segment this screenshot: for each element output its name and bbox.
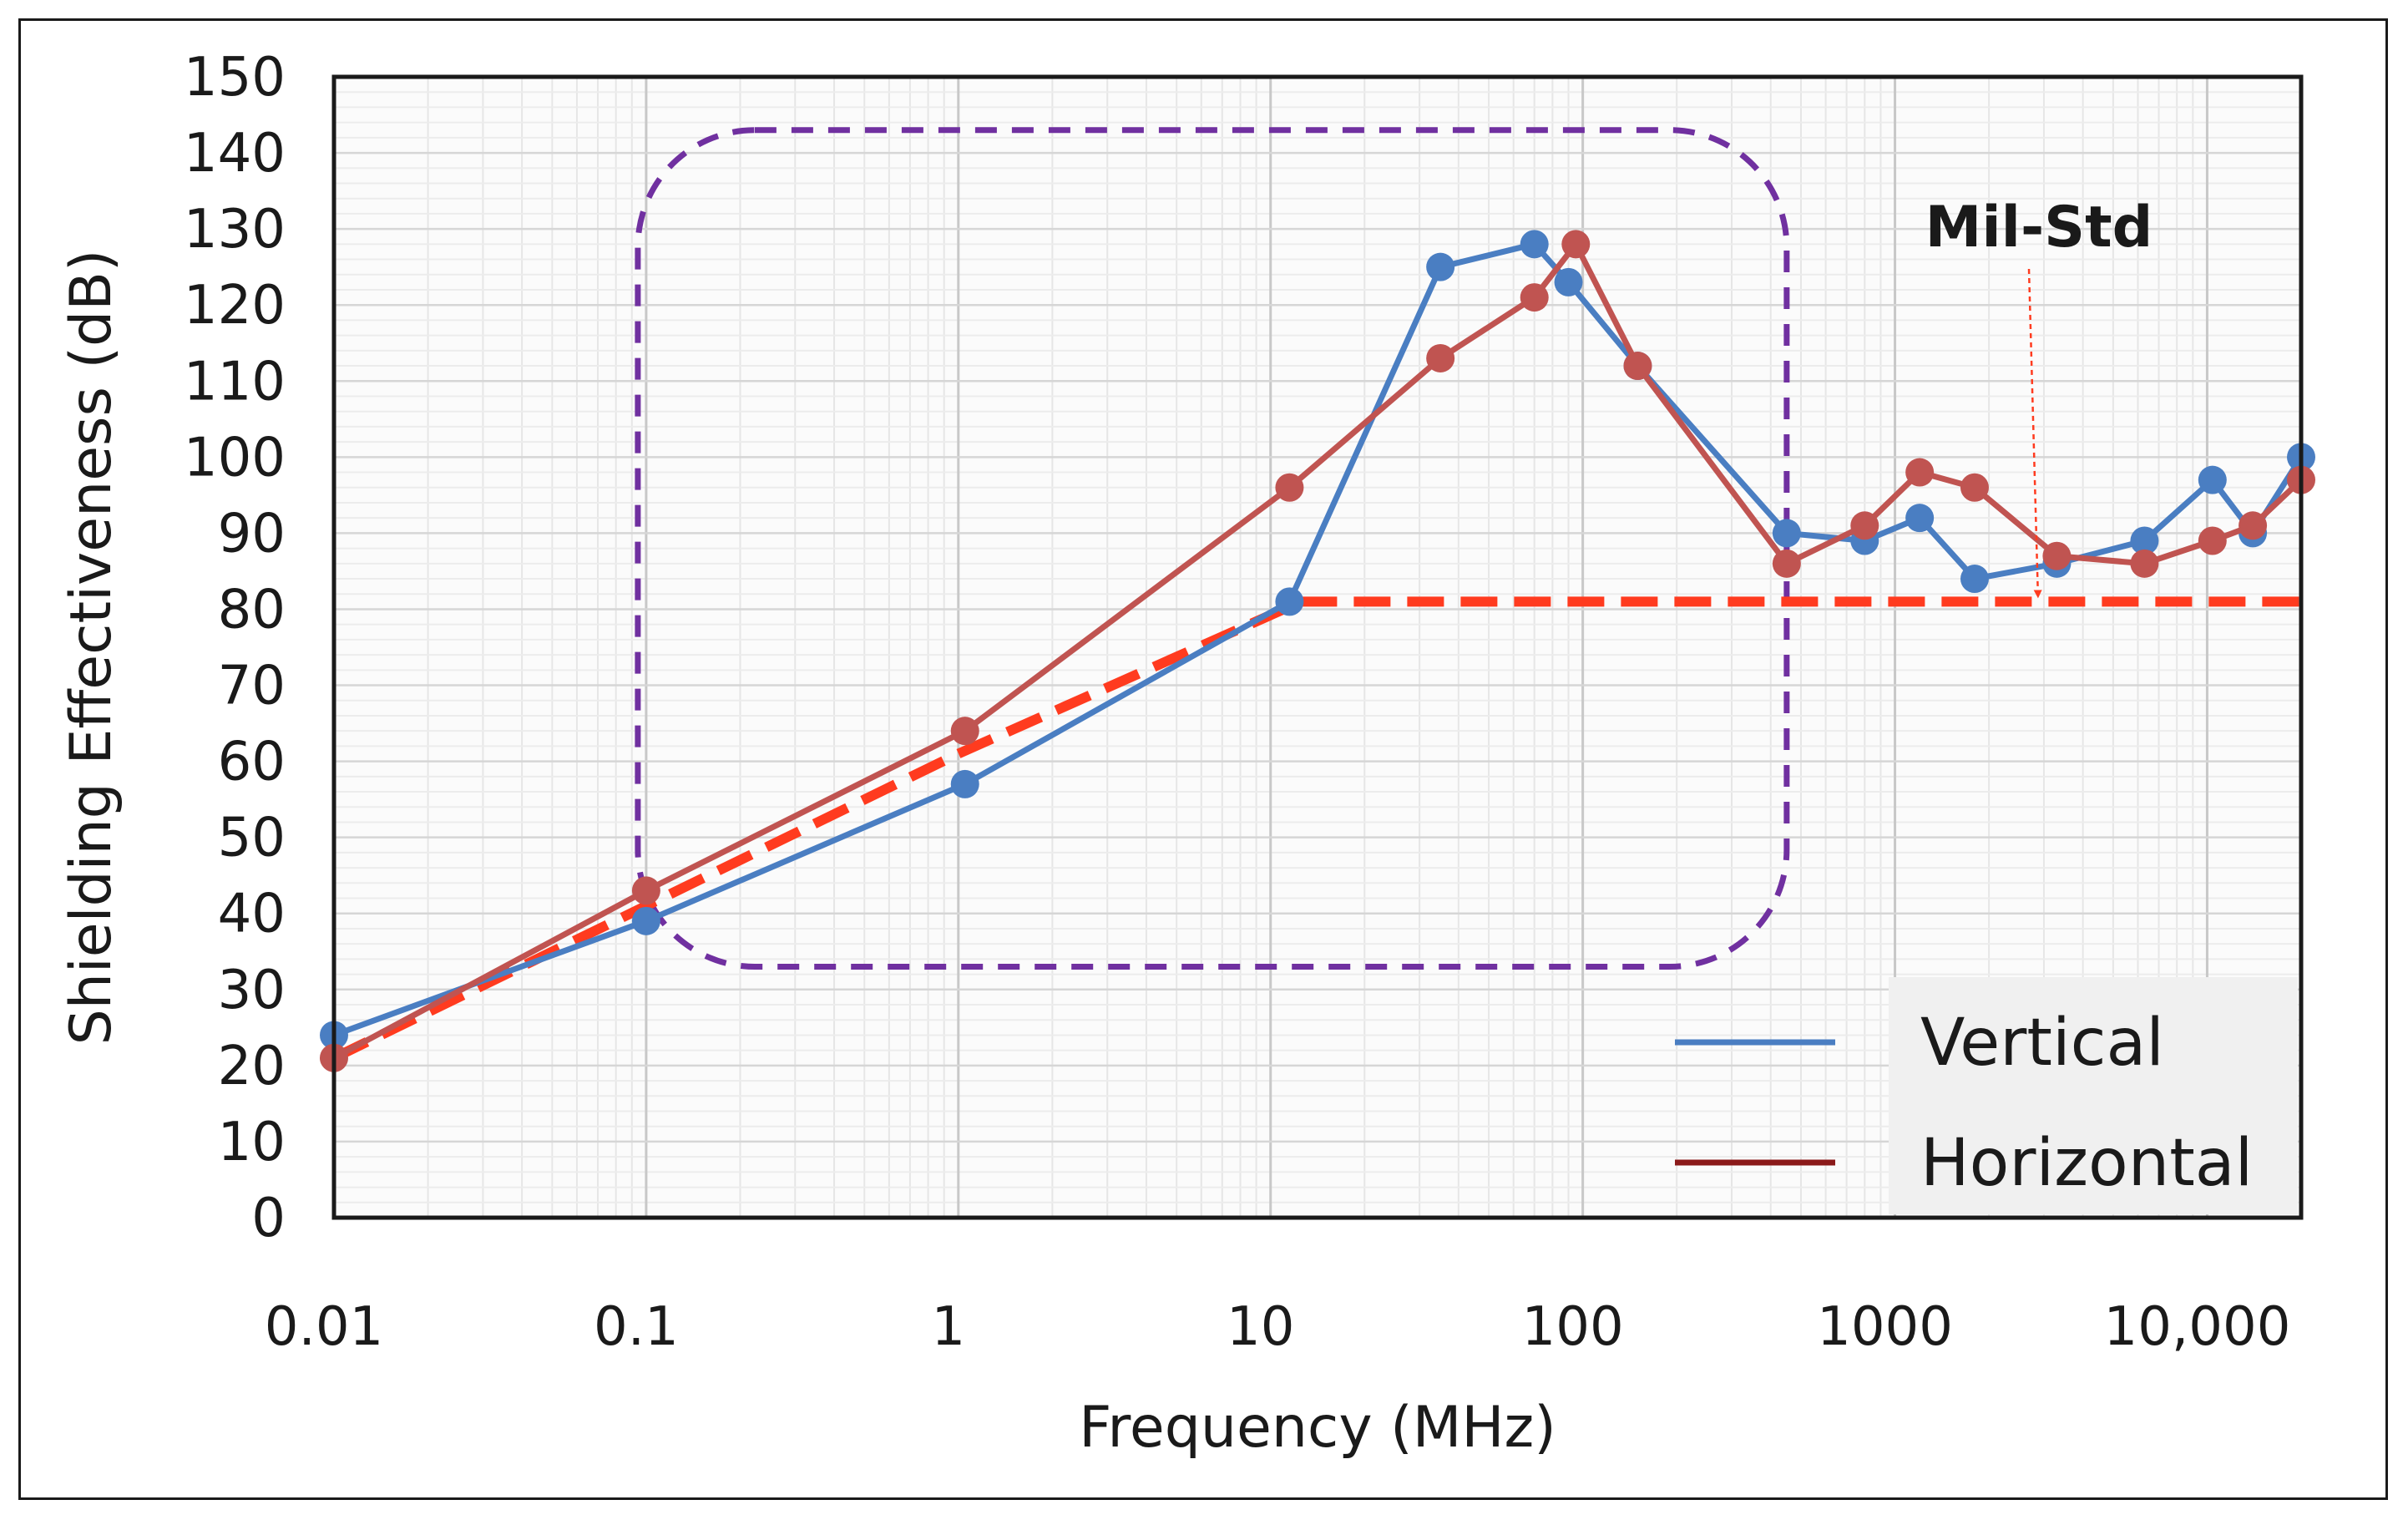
data-point-horizontal — [1960, 473, 1989, 502]
y-tick-label: 0 — [251, 1188, 286, 1249]
annotation-mil-std: Mil-Std — [1925, 195, 2153, 261]
data-point-horizontal — [1623, 352, 1652, 381]
highlight-dashed-box — [635, 127, 1790, 970]
axes — [331, 74, 2304, 1220]
data-point-horizontal — [1905, 458, 1935, 487]
x-tick-label: 100 — [1522, 1296, 1624, 1358]
y-axis-title: Shielding Effectiveness (dB) — [58, 250, 124, 1046]
y-tick-label: 130 — [184, 199, 286, 261]
y-tick-label: 20 — [218, 1036, 286, 1097]
legend-label-vertical: Vertical — [1920, 1006, 2164, 1081]
x-tick-label: 1000 — [1817, 1296, 1953, 1358]
data-point-vertical — [1772, 519, 1801, 548]
data-point-vertical — [2198, 465, 2227, 494]
data-point-vertical — [1426, 252, 1455, 281]
data-point-horizontal — [1520, 283, 1549, 312]
highlight-region — [635, 127, 1790, 970]
data-point-vertical — [2130, 526, 2159, 555]
data-point-horizontal — [2042, 541, 2072, 570]
y-tick-label: 60 — [218, 732, 286, 793]
data-point-vertical — [1554, 267, 1583, 296]
data-point-vertical — [1905, 504, 1935, 533]
x-tick-label: 10 — [1227, 1296, 1294, 1358]
data-point-horizontal — [1561, 230, 1591, 259]
y-tick-label: 110 — [184, 351, 286, 413]
annotation-layer: Mil-Std — [1925, 195, 2153, 599]
data-point-horizontal — [2198, 526, 2227, 555]
y-tick-label: 50 — [218, 808, 286, 869]
data-point-horizontal — [2239, 511, 2268, 540]
legend: Vertical Horizontal — [1675, 977, 2298, 1214]
x-tick-label: 10,000 — [2103, 1296, 2290, 1358]
x-axis-title: Frequency (MHz) — [1079, 1395, 1556, 1461]
data-point-horizontal — [1275, 473, 1304, 502]
data-point-vertical — [950, 769, 979, 798]
legend-label-horizontal: Horizontal — [1920, 1126, 2253, 1201]
y-tick-label: 80 — [218, 579, 286, 641]
y-tick-label: 120 — [184, 275, 286, 337]
data-point-vertical — [1520, 230, 1549, 259]
series-layer — [320, 230, 2315, 1072]
y-tick-label: 100 — [184, 427, 286, 489]
data-point-horizontal — [1772, 549, 1801, 578]
y-tick-labels: 0 10 20 30 40 50 60 70 80 90 100 110 120 130 140 150 — [184, 47, 286, 1249]
x-tick-label: 1 — [931, 1296, 965, 1358]
x-tick-label: 0.01 — [265, 1296, 384, 1358]
data-point-vertical — [1275, 587, 1304, 616]
plot-border — [331, 74, 2304, 1220]
y-tick-label: 40 — [218, 884, 286, 945]
legend-background — [1889, 977, 2298, 1214]
y-tick-label: 70 — [218, 656, 286, 717]
y-tick-label: 30 — [218, 960, 286, 1021]
y-tick-label: 140 — [184, 123, 286, 185]
x-tick-label: 0.1 — [594, 1296, 679, 1358]
data-point-vertical — [1960, 565, 1989, 594]
data-point-horizontal — [2130, 549, 2159, 578]
y-tick-label: 90 — [218, 503, 286, 565]
data-point-vertical — [631, 906, 660, 935]
data-point-horizontal — [1850, 511, 1879, 540]
data-point-horizontal — [631, 876, 660, 905]
y-tick-label: 10 — [218, 1112, 286, 1173]
data-point-horizontal — [1426, 343, 1455, 372]
x-tick-labels: 0.01 0.1 1 10 100 1000 10,000 — [265, 1296, 2291, 1358]
data-point-horizontal — [950, 717, 979, 746]
y-tick-label: 150 — [184, 47, 286, 109]
